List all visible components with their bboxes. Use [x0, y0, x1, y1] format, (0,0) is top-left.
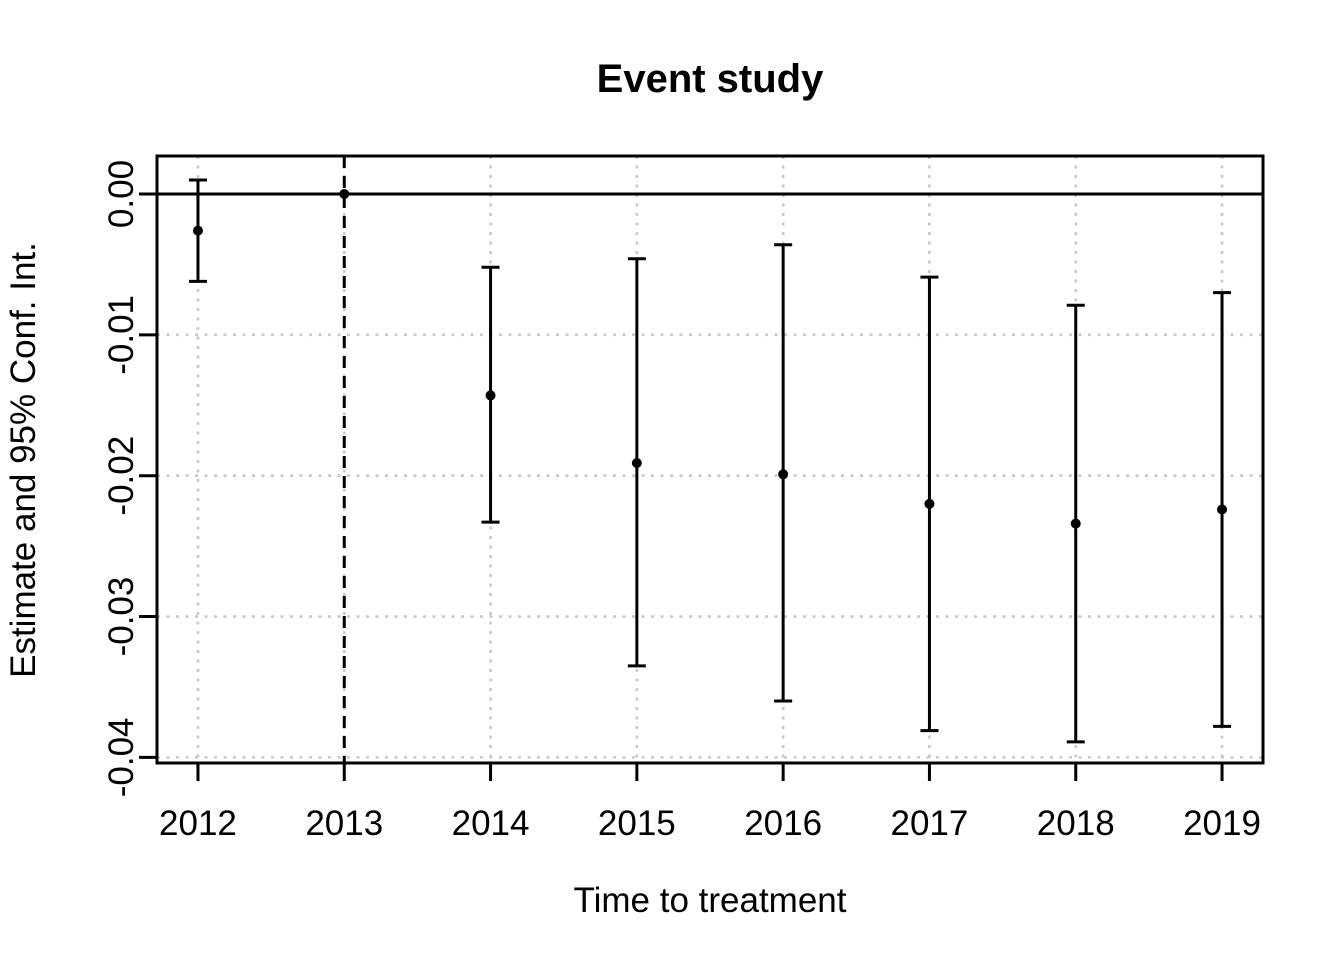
y-tick-label: -0.01 — [102, 295, 141, 375]
plot-frame — [155, 154, 1265, 765]
x-tick-label: 2015 — [598, 804, 676, 843]
estimate-point — [1217, 504, 1228, 515]
x-tick-label: 2019 — [1183, 804, 1261, 843]
y-tick-label: -0.03 — [102, 577, 141, 657]
estimate-point — [192, 225, 203, 236]
x-tick-label: 2013 — [305, 804, 383, 843]
x-tick-label: 2016 — [744, 804, 822, 843]
estimate-point — [778, 469, 789, 480]
y-axis-title: Estimate and 95% Conf. Int. — [4, 242, 43, 678]
y-tick-label: -0.02 — [102, 436, 141, 516]
x-tick-label: 2012 — [159, 804, 237, 843]
y-tick-label: -0.04 — [102, 717, 141, 797]
estimate-point — [631, 458, 642, 469]
estimate-point — [924, 498, 935, 509]
estimate-point — [339, 189, 350, 200]
y-tick-label: 0.00 — [102, 160, 141, 228]
chart-title: Event study — [596, 57, 824, 101]
estimate-point — [1070, 518, 1081, 529]
x-tick-label: 2017 — [891, 804, 969, 843]
estimate-point — [485, 390, 496, 401]
x-tick-label: 2014 — [452, 804, 530, 843]
x-tick-label: 2018 — [1037, 804, 1115, 843]
x-axis-title: Time to treatment — [573, 881, 847, 920]
